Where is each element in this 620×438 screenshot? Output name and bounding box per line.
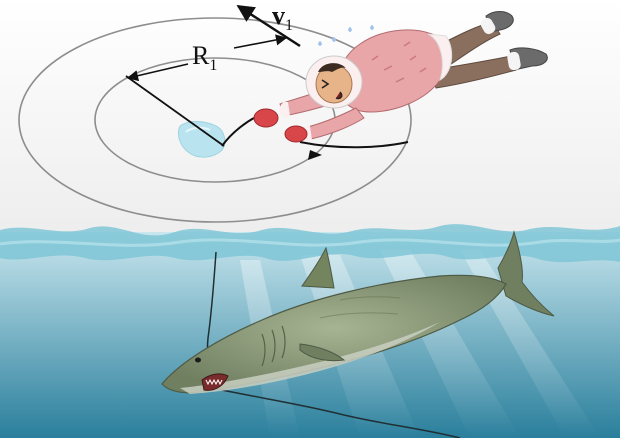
- velocity-arrow: [236, 4, 301, 48]
- radius-label: R1: [192, 41, 217, 74]
- shark-icon: [161, 230, 555, 394]
- ice-surface: [0, 0, 620, 240]
- radius-arrow: [126, 63, 189, 82]
- person-skating-icon: [253, 11, 548, 143]
- velocity-pointer: [233, 34, 288, 49]
- radius-line: [125, 75, 225, 147]
- rope-underwater: [211, 387, 461, 438]
- ice-edge-highlight: [0, 238, 620, 247]
- velocity-label: v1: [272, 1, 293, 34]
- trail-arc: [299, 141, 409, 149]
- outer-circle: [18, 17, 412, 223]
- ice-hole-icon: [177, 121, 226, 158]
- ice-edge: [0, 224, 620, 263]
- direction-arrowhead: [308, 150, 322, 160]
